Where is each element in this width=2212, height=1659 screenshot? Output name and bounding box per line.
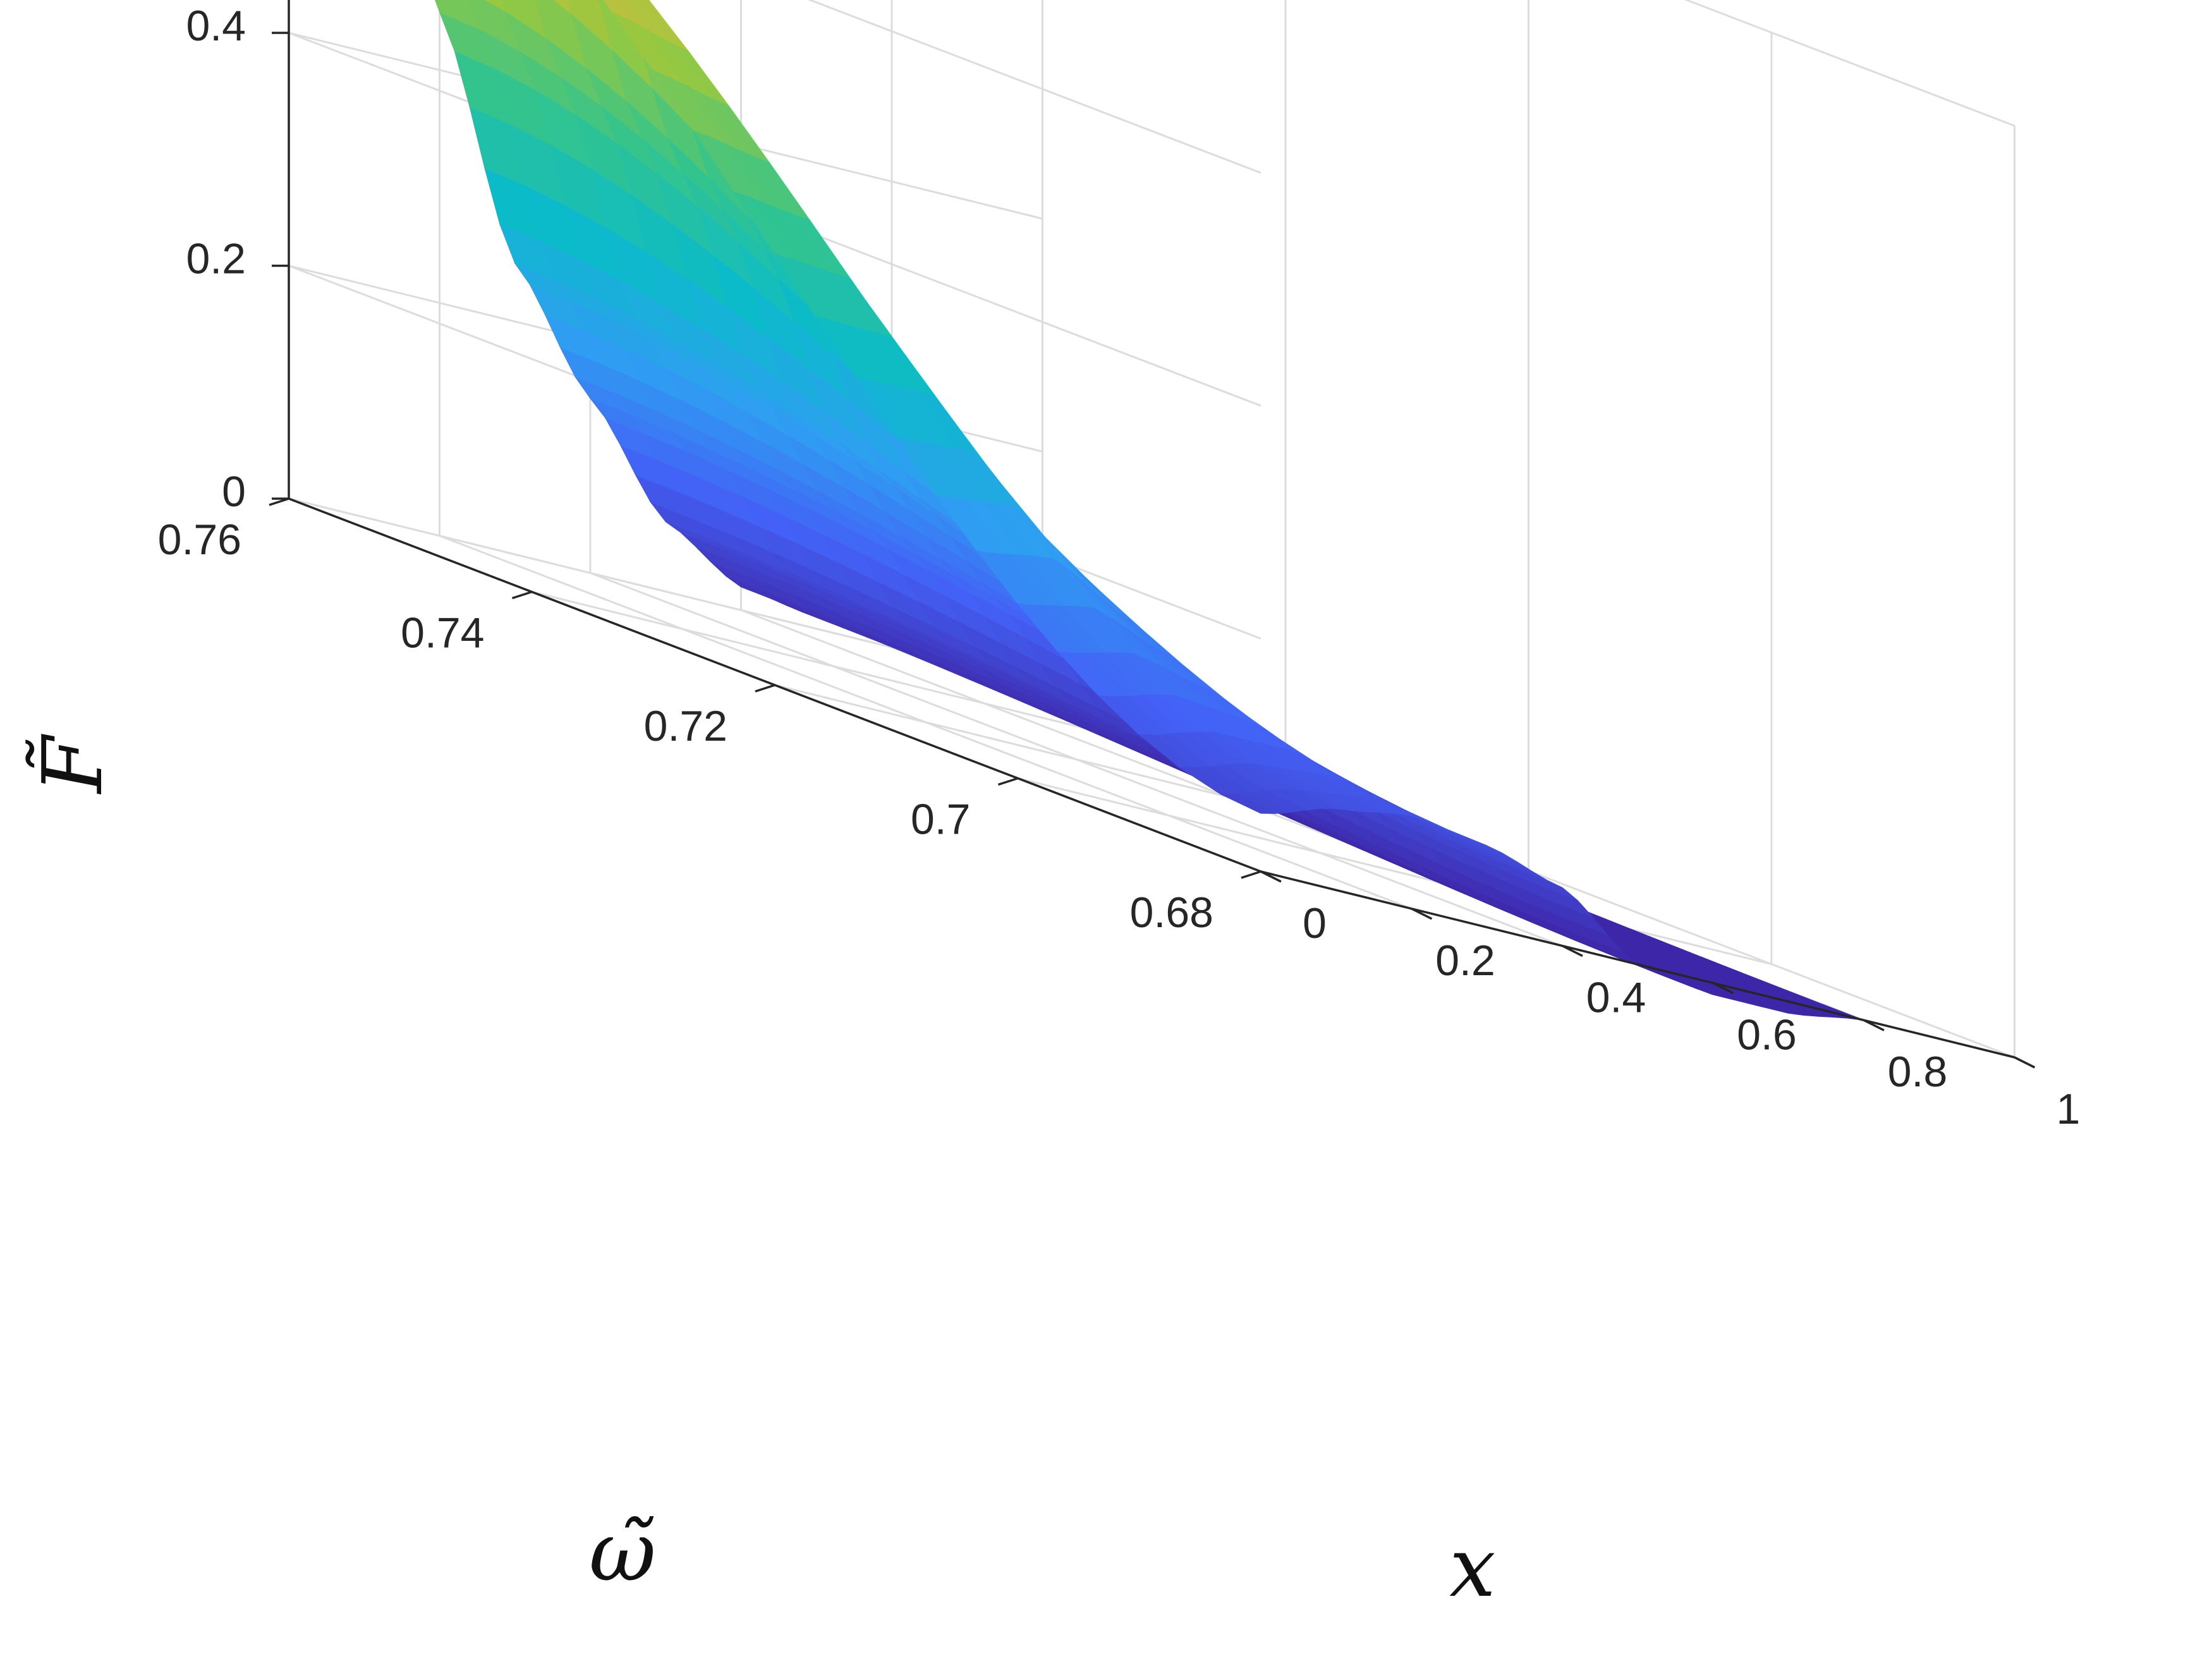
- x-tick-mark: [2014, 1056, 2036, 1069]
- x-tick-label: 0.8: [1888, 1048, 1948, 1096]
- x-axis-label: x: [1449, 1519, 1495, 1615]
- x-tick-mark: [1712, 981, 1734, 994]
- y-tick-mark: [755, 684, 775, 693]
- surface-patch: [1220, 793, 1277, 814]
- y-tick-label: 0.7: [911, 796, 971, 844]
- x-tick-label: 0: [1303, 899, 1327, 947]
- x-tick-label: 0.6: [1737, 1011, 1797, 1059]
- surface-patch: [484, 0, 506, 13]
- z-tick-label: 0.4: [186, 2, 246, 50]
- z-axis-label: F̃: [25, 733, 121, 794]
- x-tick-mark: [1562, 945, 1583, 957]
- x-axis-title: x: [1449, 1519, 1495, 1615]
- y-axis-title: ω̃: [589, 1504, 656, 1600]
- x-tick-mark: [1411, 908, 1433, 920]
- surface-patch: [553, 0, 573, 15]
- y-tick-label: 0.74: [401, 609, 484, 657]
- x-tick-mark: [1260, 870, 1282, 883]
- x-axis-line: [1260, 870, 2015, 1059]
- y-tick-label: 0.68: [1130, 889, 1213, 937]
- z-tick-label: 0: [222, 468, 246, 516]
- z-gridline: [807, 0, 1261, 174]
- y-axis-label: ω̃: [589, 1504, 656, 1600]
- y-tick-label: 0.76: [158, 516, 241, 564]
- x-tick-label: 1: [2057, 1085, 2081, 1133]
- tick-labels: 00.20.40.60.80.680.70.720.740.7600.20.40…: [158, 2, 2081, 1133]
- y-tick-mark: [997, 777, 1019, 786]
- x-tick-label: 0.2: [1435, 937, 1495, 985]
- z-tick-label: 0.2: [186, 234, 246, 283]
- x-tick-mark: [1863, 1019, 1885, 1031]
- z-axis-title: F̃: [25, 733, 121, 794]
- y-tick-mark: [511, 590, 533, 600]
- y-gridline: [1260, 126, 2015, 1059]
- y-gridline: [1018, 32, 1773, 966]
- x-tick-label: 0.4: [1586, 974, 1646, 1022]
- y-tick-mark: [1241, 870, 1261, 879]
- y-tick-mark: [269, 497, 289, 506]
- surface-layer: [434, 0, 1864, 1021]
- y-tick-label: 0.72: [644, 702, 727, 750]
